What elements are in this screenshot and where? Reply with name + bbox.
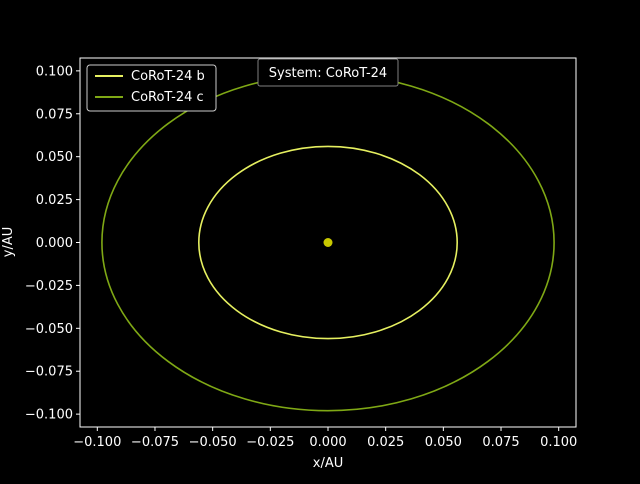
x-tick-label: 0.000 — [309, 435, 346, 450]
star-layer — [323, 238, 333, 247]
y-tick-label: 0.075 — [36, 107, 73, 122]
legend-label-corot-24-b: CoRoT-24 b — [131, 69, 205, 84]
star-marker — [323, 238, 333, 247]
y-tick-label: −0.050 — [25, 322, 73, 337]
system-annotation: System: CoRoT-24 — [269, 66, 387, 81]
x-tick-label: 0.100 — [540, 435, 577, 450]
y-tick-label: 0.050 — [36, 150, 73, 165]
legend: CoRoT-24 b CoRoT-24 c — [86, 64, 217, 112]
y-axis-ticks: 0.100 0.075 0.050 0.025 0.000 −0.025 −0.050 −0.… — [25, 64, 80, 423]
x-axis-ticks: −0.100 −0.075 −0.050 −0.025 0.000 0.025 0.050 0… — [73, 427, 577, 450]
legend-label-corot-24-c: CoRoT-24 c — [131, 90, 204, 105]
orbit-corot-24-b — [198, 145, 458, 340]
annotation-box: System: CoRoT-24 — [257, 58, 399, 87]
y-tick-label: 0.100 — [36, 64, 73, 79]
x-tick-label: −0.100 — [73, 435, 121, 450]
y-tick-label: −0.025 — [25, 279, 73, 294]
x-axis-label: x/AU — [313, 456, 343, 471]
x-tick-label: −0.025 — [246, 435, 294, 450]
y-tick-label: 0.025 — [36, 193, 73, 208]
y-tick-label: 0.000 — [36, 236, 73, 251]
x-tick-label: 0.050 — [425, 435, 462, 450]
y-tick-label: −0.075 — [25, 365, 73, 380]
annotation-frame — [257, 58, 399, 87]
x-tick-label: −0.075 — [131, 435, 179, 450]
y-tick-label: −0.100 — [25, 408, 73, 423]
x-tick-label: −0.050 — [189, 435, 237, 450]
y-axis-label: y/AU — [1, 227, 16, 257]
x-tick-label: 0.025 — [367, 435, 404, 450]
x-tick-label: 0.075 — [482, 435, 519, 450]
